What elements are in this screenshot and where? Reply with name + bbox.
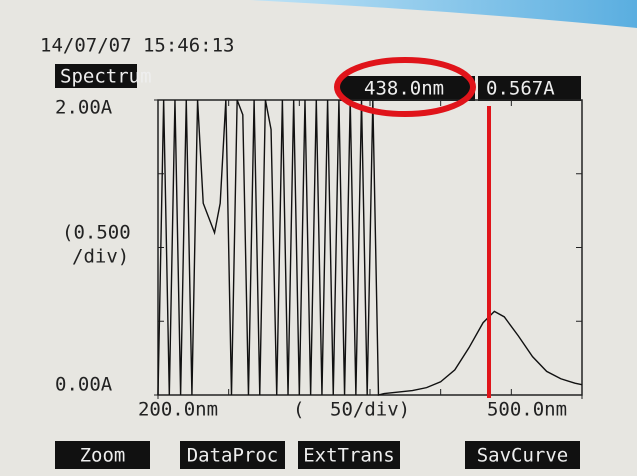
cursor-absorbance: 0.567A (486, 78, 555, 100)
softkey-label[interactable]: DataProc (187, 445, 279, 467)
screen: 14/07/07 15:46:13 Spectrum 438.0nm 0.567… (0, 0, 637, 476)
softkey-label[interactable]: ExtTrans (303, 445, 395, 467)
softkey-label[interactable]: SavCurve (477, 445, 569, 467)
y-tick-label: 0.00A (55, 374, 113, 396)
y-tick-label: 2.00A (55, 97, 113, 119)
timestamp: 14/07/07 15:46:13 (40, 35, 234, 57)
page: 14/07/07 15:46:13 Spectrum 438.0nm 0.567… (0, 0, 637, 476)
softkey-label[interactable]: Zoom (80, 445, 126, 467)
x-tick-label: 500.0nm (487, 399, 567, 421)
x-scale-label: ( (293, 399, 304, 421)
mode-label: Spectrum (60, 66, 152, 88)
x-tick-label: 200.0nm (138, 399, 218, 421)
y-scale-label: /div) (72, 246, 129, 268)
softkeys: Zoom DataProc ExtTrans SavCurve (55, 441, 580, 469)
cursor-wavelength: 438.0nm (364, 78, 444, 100)
y-scale-label: (0.500 (62, 222, 131, 244)
x-scale-label: 50/div) (330, 399, 410, 421)
